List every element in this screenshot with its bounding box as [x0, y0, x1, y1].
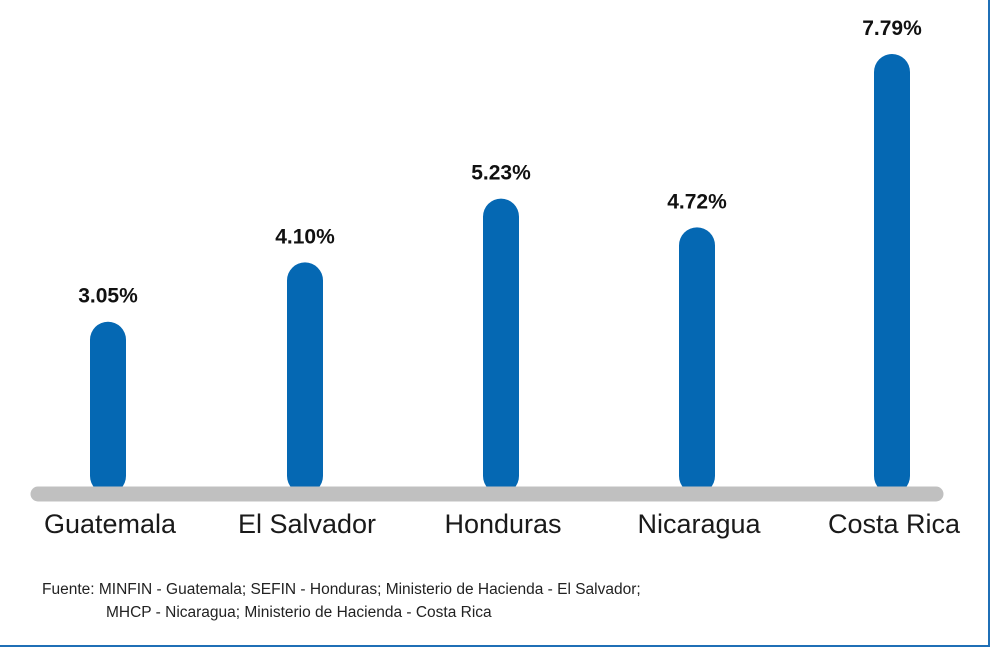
value-label-nicaragua: 4.72%: [667, 190, 727, 213]
bar-honduras: [483, 198, 519, 494]
value-label-guatemala: 3.05%: [78, 285, 138, 308]
category-label-costa-rica: Costa Rica: [828, 509, 961, 539]
value-label-honduras: 5.23%: [471, 162, 531, 185]
category-label-honduras: Honduras: [444, 509, 561, 539]
category-label-nicaragua: Nicaragua: [637, 509, 761, 539]
bar-guatemala: [90, 321, 126, 494]
source-note: Fuente: MINFIN - Guatemala; SEFIN - Hond…: [42, 578, 641, 624]
source-line-2: MHCP - Nicaragua; Ministerio de Hacienda…: [106, 604, 492, 621]
bars-group: [90, 54, 910, 494]
bar-costa-rica: [874, 54, 910, 494]
category-label-el-salvador: El Salvador: [238, 509, 376, 539]
labels-group: 3.05% Guatemala 4.10% El Salvador 5.23% Hondu…: [44, 17, 961, 539]
bar-el-salvador: [287, 262, 323, 494]
source-line-1: Fuente: MINFIN - Guatemala; SEFIN - Hond…: [42, 581, 641, 598]
value-label-costa-rica: 7.79%: [862, 17, 922, 40]
category-label-guatemala: Guatemala: [44, 509, 177, 539]
value-label-el-salvador: 4.10%: [275, 225, 335, 248]
bar-nicaragua: [679, 227, 715, 494]
